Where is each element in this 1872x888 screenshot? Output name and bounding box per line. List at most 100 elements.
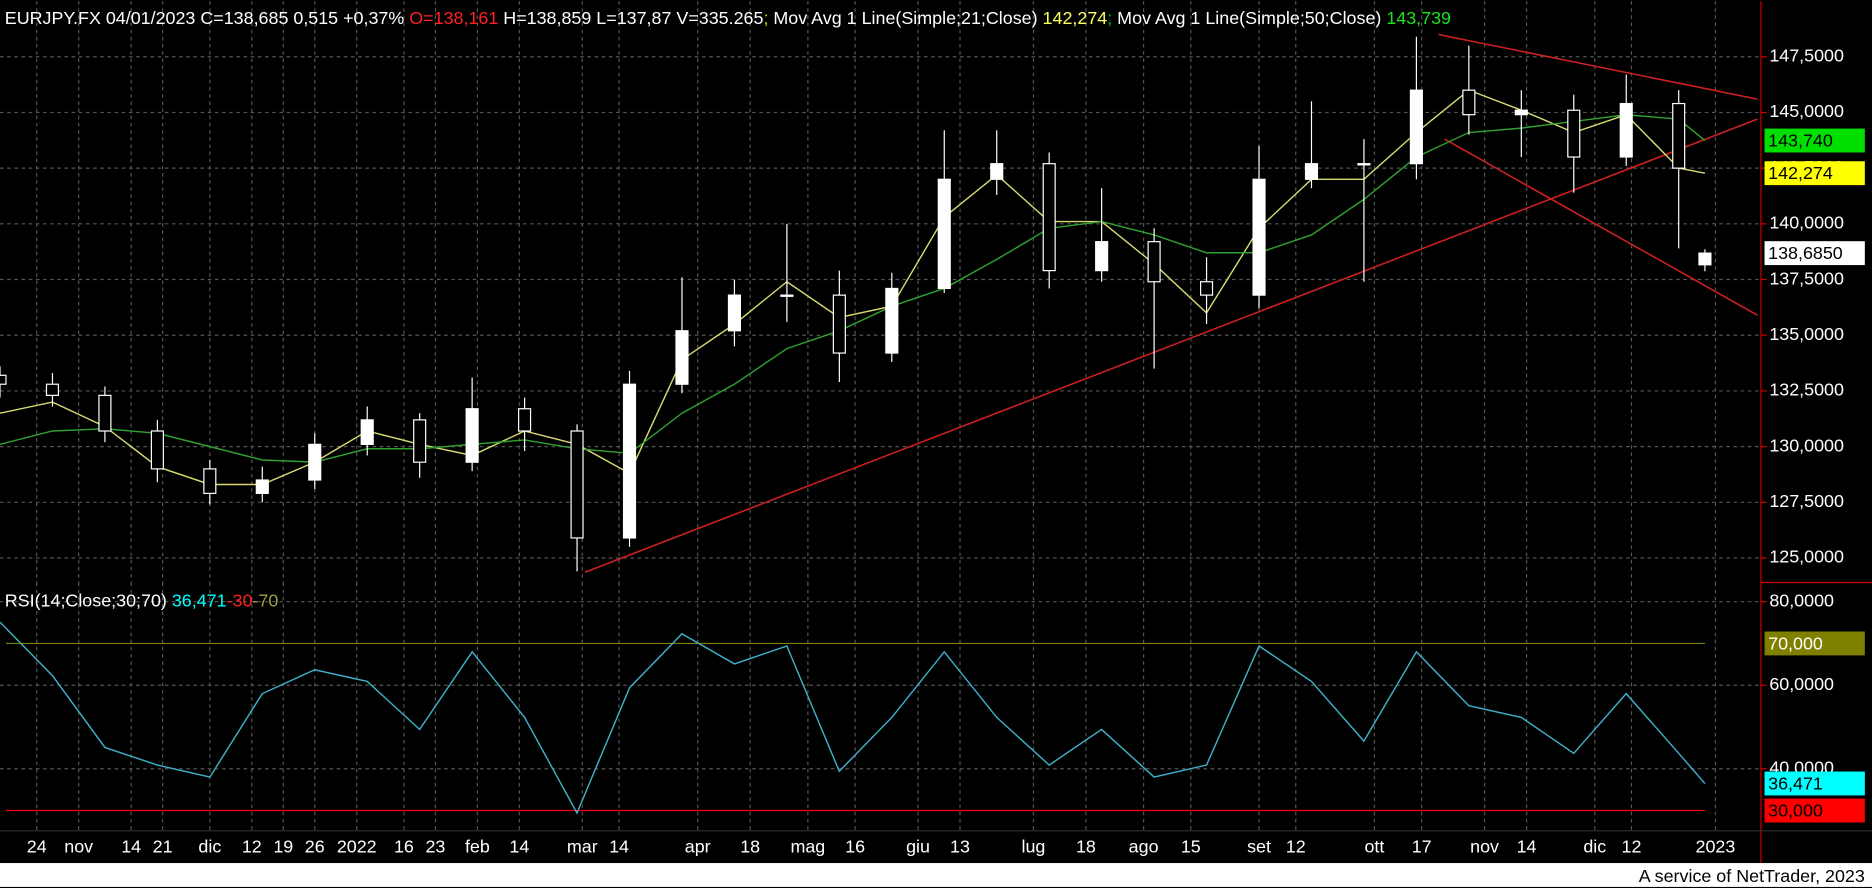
x-tick-label: 12 — [242, 836, 262, 856]
candle-body — [1462, 89, 1476, 116]
y-tick-label: 137,5000 — [1769, 268, 1844, 288]
price-box — [1764, 241, 1865, 266]
price-label: 142,274 — [1768, 163, 1833, 183]
candle-body — [885, 287, 899, 354]
candle-body — [1304, 163, 1319, 180]
candle-body — [1672, 102, 1686, 169]
x-tick-label: set — [1247, 836, 1271, 856]
trend-line — [1444, 138, 1758, 316]
y-tick-label: 140,0000 — [1769, 213, 1844, 233]
price-box — [1764, 161, 1865, 186]
y-tick-label: 125,0000 — [1769, 547, 1844, 567]
candle-body — [1619, 102, 1633, 158]
candle-body — [1514, 109, 1528, 116]
candle-body — [1252, 178, 1266, 296]
footer: A service of NetTrader, 2023 — [1639, 866, 1865, 886]
x-tick-label: 12 — [1286, 836, 1306, 856]
moving-average — [0, 89, 1706, 486]
x-tick-label: ago — [1129, 836, 1159, 856]
candle-body — [360, 419, 374, 445]
candle-body — [150, 430, 164, 470]
x-tick-label: feb — [465, 836, 490, 856]
candle-body — [518, 408, 532, 432]
x-tick-label: 14 — [609, 836, 629, 856]
candle-body — [255, 479, 269, 494]
candle-body — [1357, 163, 1371, 166]
candle-body — [465, 408, 479, 463]
legend-item: ; — [763, 8, 773, 28]
x-tick-label: 19 — [273, 836, 293, 856]
candle-body — [203, 468, 217, 494]
y-tick-label: 145,0000 — [1769, 101, 1844, 121]
x-tick-label: 2022 — [337, 836, 377, 856]
x-tick-label: 18 — [1076, 836, 1096, 856]
legend-item: Mov Avg 1 Line(Simple;50;Close) — [1117, 8, 1386, 28]
legend-item: -30 — [227, 590, 253, 610]
x-tick-label: giu — [906, 836, 930, 856]
candle-body — [1095, 241, 1109, 272]
candle-body — [98, 394, 112, 432]
x-tick-label: apr — [685, 836, 711, 856]
price-label: 143,740 — [1768, 130, 1833, 150]
legend-item: ; — [1107, 8, 1117, 28]
rsi-line — [0, 621, 1706, 815]
legend-item: 36,471 — [172, 590, 227, 610]
x-tick-label: 15 — [1181, 836, 1201, 856]
y-tick-label: 130,0000 — [1769, 435, 1844, 455]
x-tick-label: 14 — [1517, 836, 1537, 856]
legend-item: H=138,859 L=137,87 V=335.265 — [498, 8, 763, 28]
legend: EURJPY.FX 04/01/2023 C=138,685 0,515 +0,… — [5, 8, 1451, 28]
y-tick-label: 132,5000 — [1769, 380, 1844, 400]
candle-body — [780, 294, 794, 297]
x-tick-label: 18 — [740, 836, 760, 856]
legend-item: RSI(14;Close;30;70) — [5, 590, 172, 610]
candle-body — [727, 294, 741, 332]
x-tick-label: ott — [1364, 836, 1384, 856]
legend-item: -70 — [252, 590, 278, 610]
price-box — [1764, 128, 1865, 153]
candle-body — [0, 374, 7, 385]
candle-body — [1199, 281, 1214, 296]
x-tick-label: 17 — [1412, 836, 1432, 856]
level-label: 70,000 — [1768, 633, 1823, 653]
x-tick-label: nov — [1470, 836, 1499, 856]
price-box — [1764, 771, 1865, 796]
y-tick-label: 80,0000 — [1769, 590, 1834, 610]
x-tick-label: lug — [1022, 836, 1046, 856]
x-tick-label: 24 — [27, 836, 47, 856]
candle-body — [1567, 109, 1581, 158]
x-tick-label: 26 — [305, 836, 325, 856]
footer-bar — [0, 863, 1872, 887]
x-tick-label: mag — [790, 836, 825, 856]
x-tick-label: 14 — [121, 836, 141, 856]
candle-body — [45, 383, 60, 396]
candle-body — [413, 419, 427, 463]
candle-body — [1042, 163, 1056, 272]
y-tick-label: 60,0000 — [1769, 674, 1834, 694]
x-tick-label: 23 — [425, 836, 445, 856]
price-label: 36,471 — [1768, 773, 1823, 793]
y-tick-label: 127,5000 — [1769, 491, 1844, 511]
x-tick-label: 13 — [950, 836, 970, 856]
x-tick-label: 12 — [1622, 836, 1642, 856]
legend: RSI(14;Close;30;70) 36,471-30-70 — [5, 590, 279, 610]
trend-line — [1438, 33, 1758, 100]
candle-body — [1698, 252, 1712, 266]
legend-item: Mov Avg 1 Line(Simple;21;Close) — [773, 8, 1042, 28]
candle-body — [570, 430, 584, 539]
candle-body — [832, 294, 846, 354]
candle-body — [1147, 241, 1161, 283]
candle-body — [308, 443, 322, 481]
x-tick-label: 21 — [153, 836, 173, 856]
x-tick-label: 16 — [845, 836, 865, 856]
trend-line — [584, 118, 1758, 573]
legend-item: O=138,161 — [409, 8, 498, 28]
x-tick-label: dic — [1583, 836, 1606, 856]
level-label: 30,000 — [1768, 800, 1823, 820]
x-tick-label: 2023 — [1696, 836, 1736, 856]
x-tick-label: 14 — [509, 836, 529, 856]
legend-item: 143,739 — [1386, 8, 1451, 28]
x-tick-label: 16 — [394, 836, 414, 856]
candle-body — [675, 330, 689, 385]
